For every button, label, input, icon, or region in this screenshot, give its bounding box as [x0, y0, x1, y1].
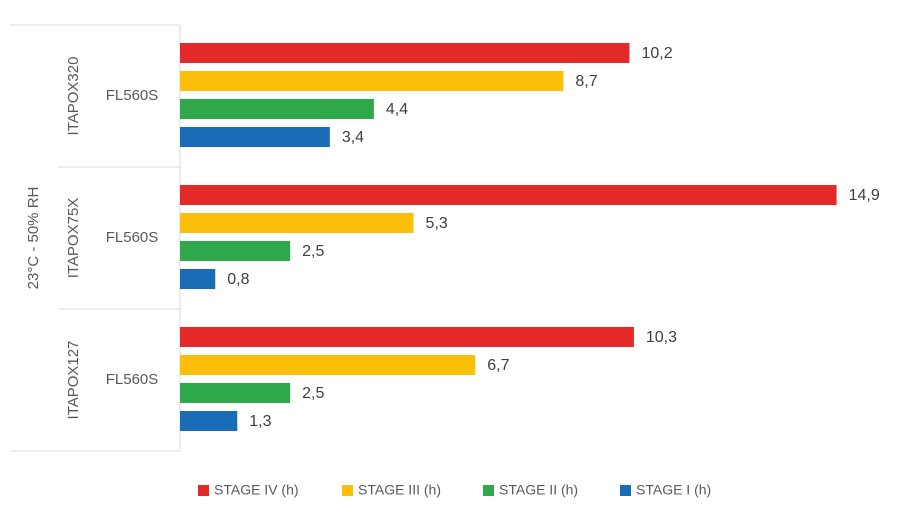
outer-category-label: 23°C - 50% RH	[25, 187, 42, 290]
data-label: 10,3	[646, 329, 677, 346]
legend-swatch	[483, 485, 494, 496]
product-label: ITAPOX127	[65, 341, 82, 420]
bar	[180, 383, 291, 403]
bar	[180, 43, 630, 63]
legend-swatch	[342, 485, 353, 496]
bar	[180, 71, 564, 91]
data-label: 1,3	[249, 413, 271, 430]
bar	[180, 355, 476, 375]
data-label: 0,8	[227, 271, 249, 288]
subcategory-label: FL560S	[106, 371, 159, 388]
data-label: 10,2	[641, 45, 672, 62]
data-label: 3,4	[342, 129, 364, 146]
bar	[180, 327, 634, 347]
legend-label: STAGE IV (h)	[214, 482, 299, 498]
bar	[180, 185, 837, 205]
legend-label: STAGE I (h)	[636, 482, 711, 498]
data-labels: 10,2 8,7 4,4 3,4 14,9 5,3 2,5 0,8 10,3 6,7 2,5 1,3	[227, 45, 880, 430]
bar	[180, 411, 238, 431]
data-label: 4,4	[386, 101, 408, 118]
legend-label: STAGE III (h)	[358, 482, 441, 498]
data-label: 5,3	[426, 215, 448, 232]
product-label: ITAPOX320	[65, 57, 82, 136]
bar	[180, 269, 216, 289]
data-label: 2,5	[302, 243, 324, 260]
legend-label: STAGE II (h)	[499, 482, 578, 498]
legend: STAGE IV (h) STAGE III (h) STAGE II (h) STA…	[198, 482, 711, 498]
category-labels: 23°C - 50% RH ITAPOX320 FL560S ITAPOX75X FL5…	[25, 57, 158, 420]
subcategory-label: FL560S	[106, 87, 159, 104]
legend-swatch	[198, 485, 209, 496]
legend-swatch	[620, 485, 631, 496]
product-label: ITAPOX75X	[65, 198, 82, 279]
bar	[180, 213, 414, 233]
category-axis	[10, 24, 181, 452]
bar	[180, 127, 330, 147]
bars	[180, 43, 837, 431]
data-label: 6,7	[487, 357, 509, 374]
bar	[180, 99, 374, 119]
data-label: 8,7	[575, 73, 597, 90]
data-label: 14,9	[849, 187, 880, 204]
bar	[180, 241, 291, 261]
subcategory-label: FL560S	[106, 229, 159, 246]
data-label: 2,5	[302, 385, 324, 402]
